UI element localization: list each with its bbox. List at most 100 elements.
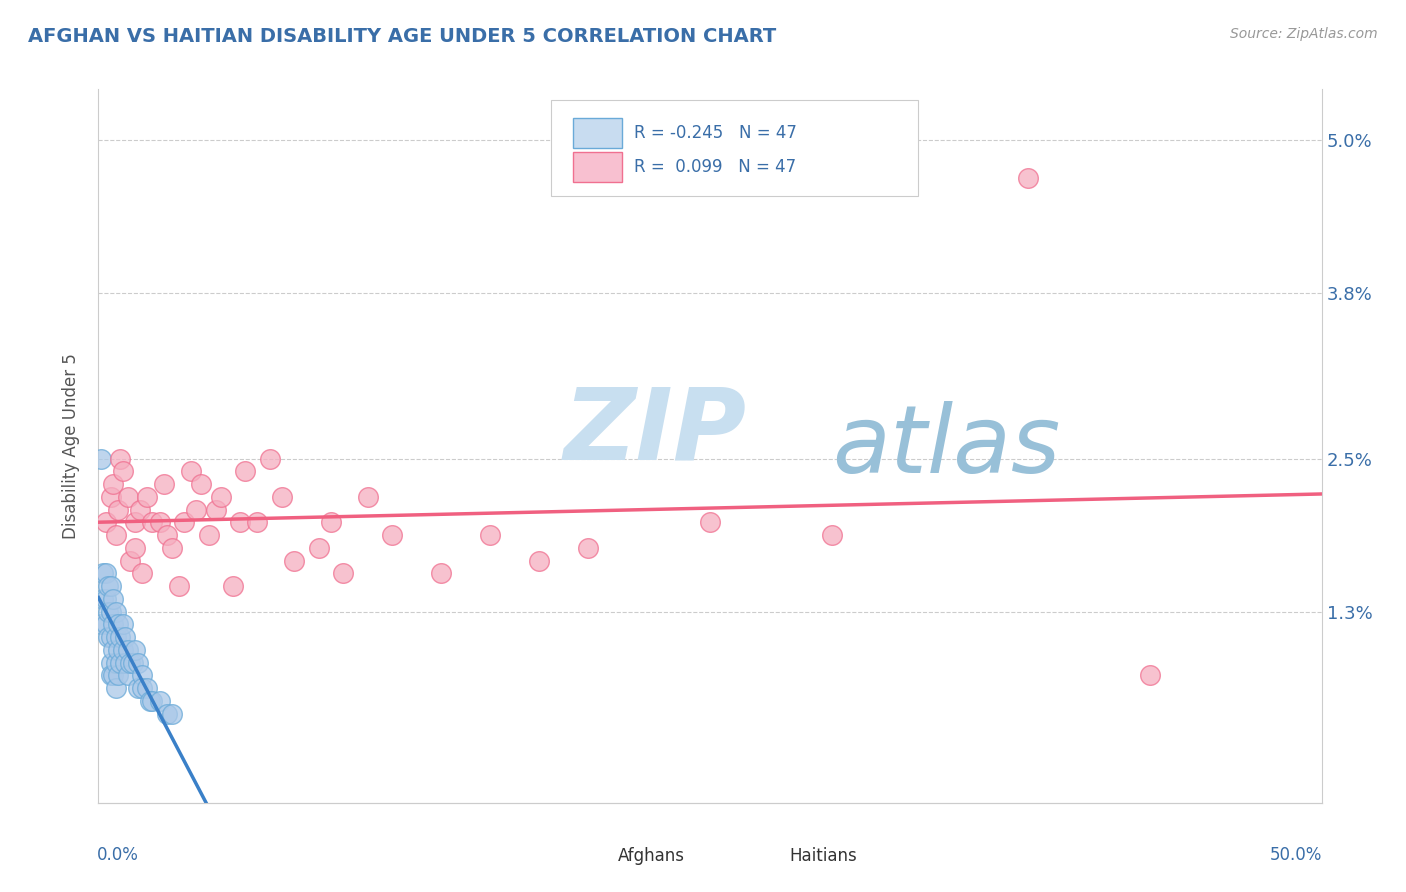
Point	[110, 451, 132, 466]
Point	[197, 528, 219, 542]
Point	[101, 477, 124, 491]
Point	[104, 630, 127, 644]
Text: Haitians: Haitians	[790, 847, 858, 865]
Point	[107, 502, 129, 516]
Bar	[734, 842, 778, 871]
Point	[97, 605, 120, 619]
Point	[127, 656, 149, 670]
Point	[332, 566, 354, 581]
Point	[156, 528, 179, 542]
Point	[110, 630, 132, 644]
Point	[190, 477, 212, 491]
Point	[107, 643, 129, 657]
Point	[229, 516, 252, 530]
Point	[576, 541, 599, 555]
FancyBboxPatch shape	[551, 100, 918, 196]
Point	[124, 541, 146, 555]
Point	[478, 528, 501, 542]
Point	[97, 630, 120, 644]
Point	[94, 617, 117, 632]
Point	[246, 516, 269, 530]
Point	[156, 706, 179, 721]
Point	[100, 656, 122, 670]
Point	[127, 681, 149, 695]
Point	[101, 643, 124, 657]
Bar	[574, 118, 621, 148]
Point	[160, 541, 183, 555]
Point	[117, 490, 139, 504]
Point	[167, 579, 190, 593]
Point	[319, 516, 342, 530]
Point	[111, 617, 134, 632]
Point	[209, 490, 232, 504]
Point	[124, 643, 146, 657]
Point	[107, 617, 129, 632]
Text: R =  0.099   N = 47: R = 0.099 N = 47	[634, 158, 796, 176]
Point	[100, 605, 122, 619]
Point	[120, 554, 142, 568]
Point	[821, 528, 844, 542]
Point	[100, 668, 122, 682]
Point	[308, 541, 330, 555]
Point	[94, 516, 117, 530]
Point	[111, 465, 134, 479]
Point	[114, 630, 136, 644]
Bar	[564, 842, 606, 871]
Point	[101, 591, 124, 606]
Point	[101, 617, 124, 632]
Point	[131, 566, 153, 581]
Text: AFGHAN VS HAITIAN DISABILITY AGE UNDER 5 CORRELATION CHART: AFGHAN VS HAITIAN DISABILITY AGE UNDER 5…	[28, 27, 776, 45]
Text: atlas: atlas	[832, 401, 1060, 491]
Point	[117, 643, 139, 657]
Point	[90, 617, 112, 632]
Point	[110, 656, 132, 670]
Point	[136, 681, 159, 695]
Y-axis label: Disability Age Under 5: Disability Age Under 5	[62, 353, 80, 539]
Point	[1017, 171, 1039, 186]
Point	[180, 465, 202, 479]
Point	[91, 566, 114, 581]
Point	[141, 516, 163, 530]
Point	[101, 668, 124, 682]
Point	[107, 668, 129, 682]
Point	[97, 579, 120, 593]
Point	[104, 528, 127, 542]
Point	[283, 554, 305, 568]
Point	[160, 706, 183, 721]
Point	[117, 668, 139, 682]
Text: Source: ZipAtlas.com: Source: ZipAtlas.com	[1230, 27, 1378, 41]
Point	[90, 451, 112, 466]
Point	[121, 656, 143, 670]
Point	[141, 694, 163, 708]
Point	[233, 465, 256, 479]
Point	[136, 490, 159, 504]
Point	[94, 566, 117, 581]
Point	[104, 656, 127, 670]
Point	[131, 668, 153, 682]
Point	[91, 591, 114, 606]
Point	[120, 656, 142, 670]
Point	[149, 516, 172, 530]
Point	[124, 516, 146, 530]
Point	[1139, 668, 1161, 682]
Point	[100, 579, 122, 593]
Point	[149, 694, 172, 708]
Point	[356, 490, 378, 504]
Point	[111, 643, 134, 657]
Point	[527, 554, 550, 568]
Bar	[574, 152, 621, 182]
Text: 50.0%: 50.0%	[1270, 846, 1322, 863]
Text: 0.0%: 0.0%	[97, 846, 139, 863]
Point	[205, 502, 228, 516]
Text: ZIP: ZIP	[564, 384, 747, 480]
Point	[100, 630, 122, 644]
Point	[259, 451, 281, 466]
Point	[153, 477, 176, 491]
Point	[381, 528, 404, 542]
Point	[173, 516, 195, 530]
Point	[186, 502, 208, 516]
Text: R = -0.245   N = 47: R = -0.245 N = 47	[634, 124, 797, 142]
Point	[114, 656, 136, 670]
Point	[430, 566, 453, 581]
Point	[129, 502, 152, 516]
